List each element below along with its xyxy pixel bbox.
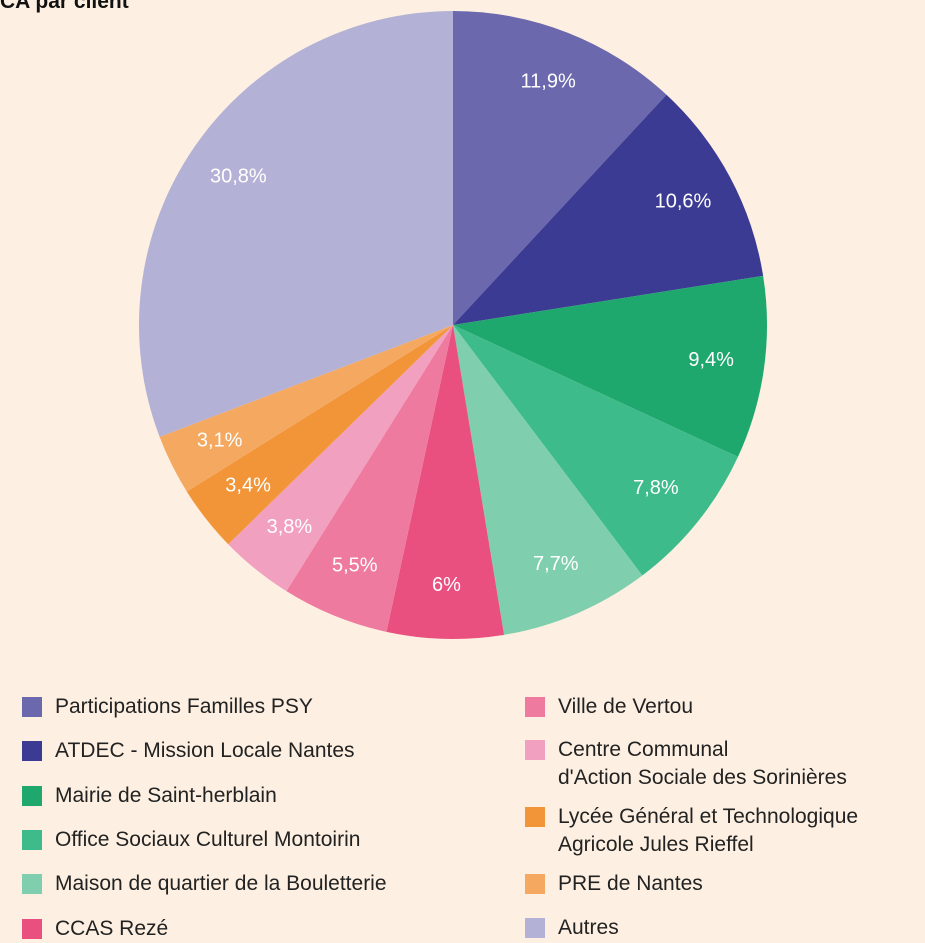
legend-label: PRE de Nantes xyxy=(558,872,703,895)
pie-slice xyxy=(386,325,505,639)
legend-swatch xyxy=(525,874,545,894)
legend-label: Mairie de Saint-herblain xyxy=(55,783,277,807)
legend-swatch xyxy=(22,829,42,850)
chart-title: CA par client xyxy=(0,0,129,13)
pie-slice xyxy=(228,325,453,592)
slice-label: 3,8% xyxy=(267,516,313,538)
chart: CA par client 11,9% 10,6% 9,4% 7,8% 7,7% 6% 5,… xyxy=(0,0,767,639)
slice-label: 6% xyxy=(432,574,461,596)
legend-swatch xyxy=(22,918,42,939)
slice-label: 3,4% xyxy=(225,474,271,496)
legend-label: Autres xyxy=(558,916,619,939)
pie-slice xyxy=(453,325,738,576)
pie-slice xyxy=(138,11,453,437)
slice-label: 10,6% xyxy=(655,191,712,213)
legend-swatch xyxy=(22,741,42,762)
slice-label: 7,8% xyxy=(633,477,679,499)
pie-slice xyxy=(453,275,767,457)
legend-swatch xyxy=(525,740,545,760)
legend-label: CCAS Rezé xyxy=(55,916,169,940)
legend-label: Lycée Général et Technologique Agricole … xyxy=(558,805,859,856)
slice-label: 9,4% xyxy=(688,349,734,371)
legend-label: Office Sociaux Culturel Montoirin xyxy=(55,827,361,851)
legend-label: ATDEC - Mission Locale Nantes xyxy=(55,739,355,763)
legend-swatch xyxy=(525,918,545,938)
legend-label: Centre Communal d'Action Sociale des Sor… xyxy=(558,738,847,789)
legend-swatch xyxy=(22,785,42,806)
legend-label: Participations Familles PSY xyxy=(55,695,313,718)
slice-label: 5,5% xyxy=(332,555,378,577)
slice-label: 11,9% xyxy=(521,71,576,93)
legend-swatch xyxy=(525,807,545,827)
pie-slice xyxy=(453,325,643,635)
pie-slice xyxy=(159,325,453,492)
legend-label: Maison de quartier de la Bouletterie xyxy=(55,872,387,896)
legend-label: Ville de Vertou xyxy=(558,695,694,718)
pie-slice xyxy=(286,325,453,632)
pie-slice xyxy=(453,11,667,325)
legend-swatch xyxy=(525,697,545,717)
legend-swatch xyxy=(22,874,42,895)
legend-swatch xyxy=(22,697,42,717)
slice-label: 7,7% xyxy=(533,553,579,575)
pie-slice xyxy=(453,94,764,326)
slice-label: 3,1% xyxy=(197,429,243,451)
slice-label: 30,8% xyxy=(210,165,267,187)
pie-slice xyxy=(186,325,453,545)
